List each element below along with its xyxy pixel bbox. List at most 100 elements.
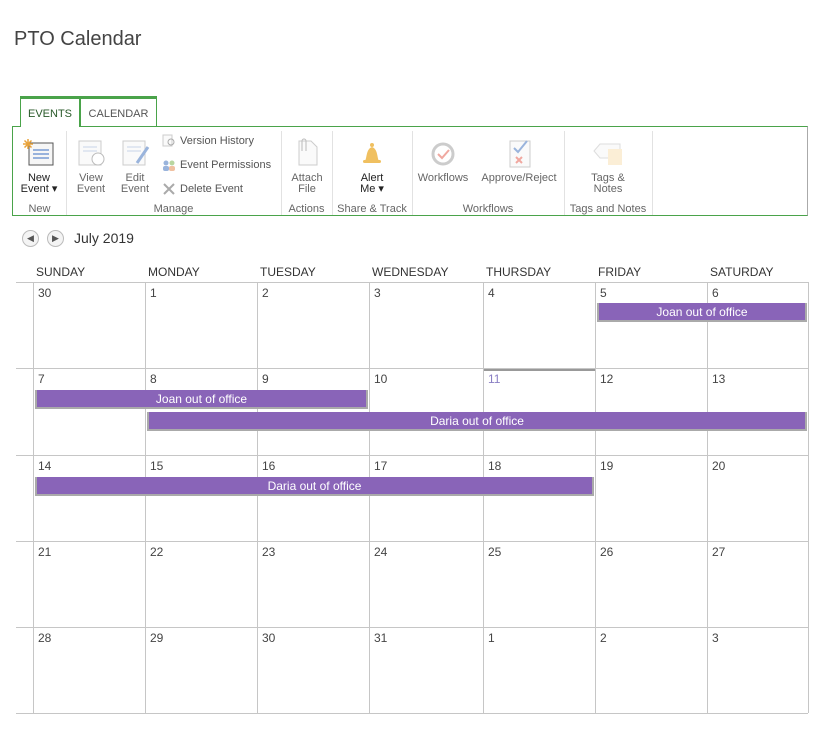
grid-line [16, 455, 808, 456]
day-cell[interactable] [258, 283, 369, 368]
permissions-icon [163, 160, 175, 171]
group-new: New Event ▾ New [13, 131, 67, 215]
label: Event ▾ [20, 183, 58, 195]
label: Event [120, 183, 150, 195]
alert-me-button[interactable]: Alert Me ▾ [350, 137, 394, 195]
grid-line [595, 282, 596, 713]
calendar-event[interactable]: Joan out of office [597, 303, 807, 322]
label: File [298, 183, 316, 195]
day-cell[interactable] [708, 628, 808, 713]
date-number: 2 [600, 631, 607, 645]
day-cell[interactable] [484, 283, 595, 368]
calendar-event[interactable]: Joan out of office [35, 390, 368, 409]
calendar-event[interactable]: Daria out of office [35, 477, 594, 496]
date-number: 25 [488, 545, 502, 559]
label: Alert [360, 172, 384, 184]
date-number: 1 [150, 286, 157, 300]
date-number: 12 [600, 372, 614, 386]
label: Attach [291, 172, 323, 184]
date-number: 31 [374, 631, 388, 645]
grid-line [257, 282, 258, 713]
date-number: 1 [488, 631, 495, 645]
day-cell[interactable] [596, 283, 707, 368]
workflows-icon [431, 142, 455, 166]
previous-month-button[interactable]: ◀ [22, 230, 39, 247]
date-number: 2 [262, 286, 269, 300]
new-event-button[interactable]: New Event ▾ [19, 137, 59, 195]
arrow-left-icon: ◀ [27, 233, 34, 243]
day-header: SATURDAY [710, 265, 774, 279]
group-label-tags-notes: Tags and Notes [569, 203, 647, 215]
tags-icon [593, 143, 622, 165]
day-header: TUESDAY [260, 265, 316, 279]
date-number: 20 [712, 459, 726, 473]
day-header: SUNDAY [36, 265, 86, 279]
day-cell[interactable] [596, 628, 707, 713]
tab-events[interactable]: EVENTS [20, 96, 80, 127]
date-number: 9 [262, 372, 269, 386]
date-number: 28 [38, 631, 52, 645]
edit-event-button[interactable]: Edit Event [114, 137, 156, 195]
grid-line [16, 541, 808, 542]
attach-file-button[interactable]: Attach File [285, 137, 329, 195]
label: Approve/Reject [481, 172, 557, 184]
tab-calendar[interactable]: CALENDAR [80, 96, 157, 126]
date-number: 17 [374, 459, 388, 473]
group-label-share-track: Share & Track [337, 203, 407, 215]
date-number: 13 [712, 372, 726, 386]
date-number: 27 [712, 545, 726, 559]
day-cell[interactable] [34, 369, 145, 455]
tags-notes-button[interactable]: Tags & Notes [586, 137, 630, 195]
date-number: 7 [38, 372, 45, 386]
page-title: PTO Calendar [14, 28, 142, 50]
date-number: 8 [150, 372, 157, 386]
grid-line [369, 282, 370, 713]
view-event-button[interactable]: View Event [70, 137, 112, 195]
label: Version History [180, 135, 254, 147]
approve-reject-button[interactable]: Approve/Reject [476, 137, 562, 184]
day-header: FRIDAY [598, 265, 642, 279]
calendar-event[interactable]: Daria out of office [147, 412, 807, 431]
view-event-icon [78, 140, 105, 166]
day-cell[interactable] [484, 628, 595, 713]
workflows-button[interactable]: Workflows [414, 137, 472, 184]
group-tags-notes: Tags & Notes Tags and Notes [564, 131, 653, 215]
next-month-button[interactable]: ▶ [47, 230, 64, 247]
group-label-new: New [28, 203, 51, 215]
label: Notes [593, 183, 623, 195]
event-permissions-button[interactable]: Event Permissions [162, 157, 271, 173]
delete-event-button[interactable]: Delete Event [162, 181, 271, 197]
label: Edit [125, 172, 145, 184]
new-event-icon [23, 139, 54, 166]
label: Tags & [591, 172, 625, 184]
date-number: 14 [38, 459, 52, 473]
date-number: 24 [374, 545, 388, 559]
delete-icon [163, 183, 175, 195]
day-cell[interactable] [370, 283, 483, 368]
date-number: 19 [600, 459, 614, 473]
label: Me ▾ [360, 183, 384, 195]
day-cell[interactable] [708, 283, 808, 368]
date-number: 10 [374, 372, 388, 386]
grid-line [707, 282, 708, 713]
grid-line [808, 282, 809, 713]
date-number: 30 [38, 286, 52, 300]
current-month: July 2019 [74, 230, 134, 246]
approve-reject-icon [509, 140, 531, 168]
bell-icon [363, 143, 381, 163]
label: New [27, 172, 50, 184]
day-cell[interactable] [484, 369, 595, 455]
date-number: 30 [262, 631, 276, 645]
ribbon: New Event ▾ New View Event Edit Event Versi… [12, 126, 808, 216]
date-number: 16 [262, 459, 276, 473]
grid-line [483, 282, 484, 713]
version-history-button[interactable]: Version History [162, 133, 271, 149]
group-actions: Attach File Actions [281, 131, 333, 215]
grid-line [16, 713, 808, 714]
day-cell[interactable] [146, 283, 257, 368]
group-workflows: Workflows Approve/Reject Workflows [412, 131, 565, 215]
date-number: 15 [150, 459, 164, 473]
day-header: THURSDAY [486, 265, 552, 279]
date-number: 21 [38, 545, 52, 559]
today-date: 11 [488, 372, 501, 386]
